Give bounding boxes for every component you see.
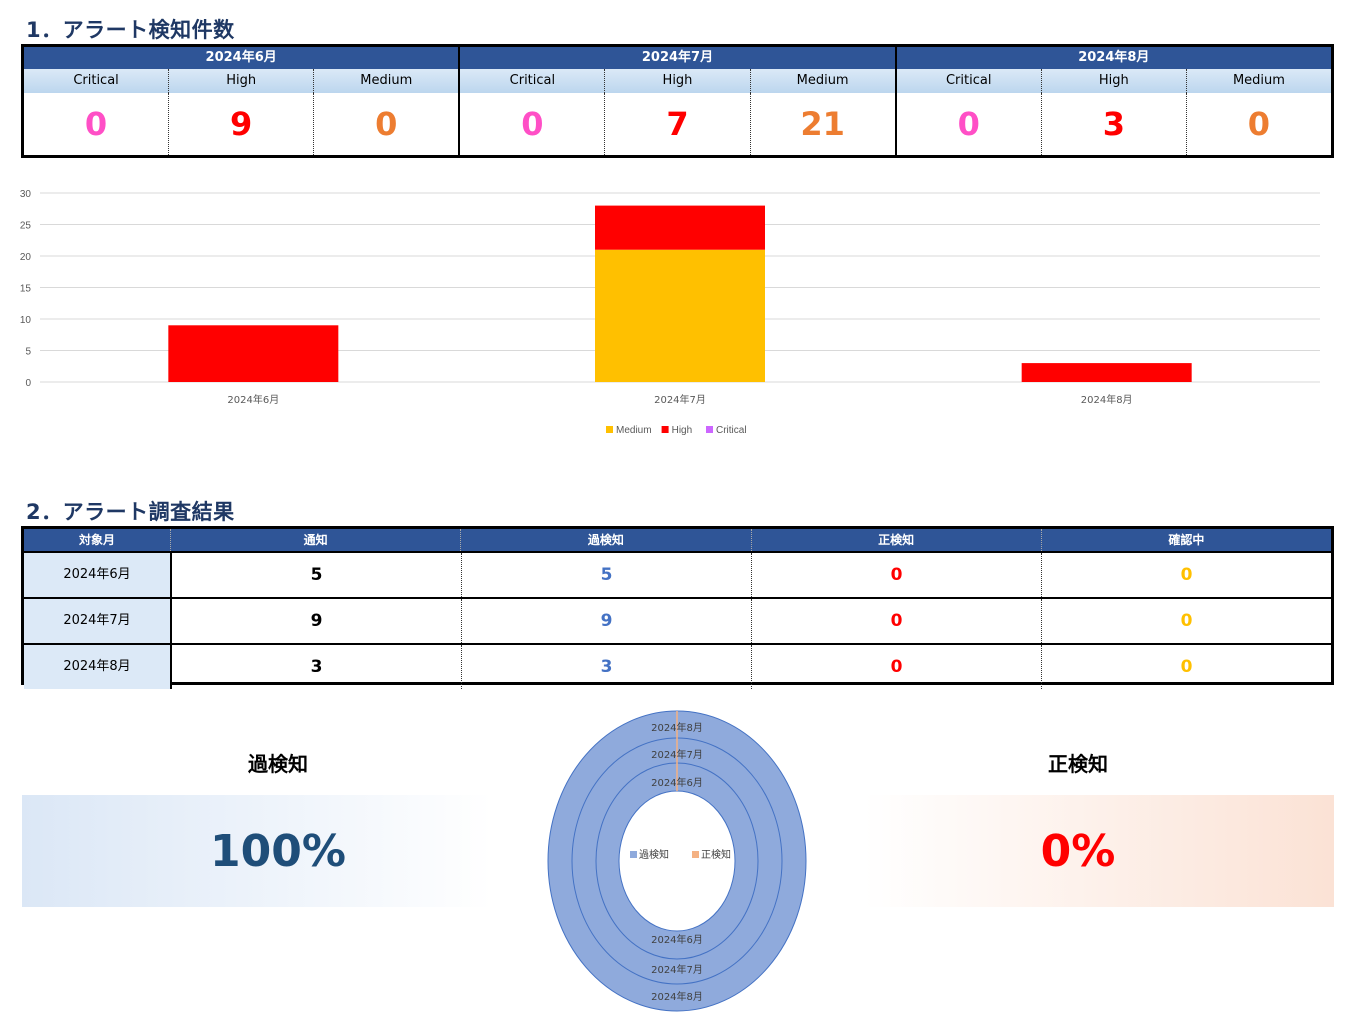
true-positive-kpi-value: 0% bbox=[1040, 826, 1116, 877]
true-positive-count: 0 bbox=[752, 645, 1042, 689]
false-positive-kpi-panel bbox=[22, 795, 492, 907]
false-positive-count: 9 bbox=[462, 599, 752, 643]
checking-count: 0 bbox=[1180, 565, 1193, 585]
y-tick-label: 10 bbox=[20, 315, 32, 326]
high-count: 3 bbox=[1042, 93, 1187, 155]
y-tick-label: 20 bbox=[20, 252, 32, 263]
legend-label: Critical bbox=[716, 425, 747, 436]
donut-ring-label: 2024年7月 bbox=[651, 963, 703, 976]
donut-ring-label: 2024年6月 bbox=[651, 776, 703, 789]
donut-ring-label: 2024年6月 bbox=[651, 933, 703, 946]
donut-ring-label: 2024年7月 bbox=[651, 748, 703, 761]
severity-header: Critical bbox=[24, 69, 170, 93]
x-tick-label: 2024年7月 bbox=[654, 393, 706, 406]
notify-count: 5 bbox=[172, 553, 462, 597]
notify-count: 9 bbox=[172, 599, 462, 643]
investigation-table: 対象月 通知 過検知 正検知 確認中 2024年6月 5 5 0 0 2024年… bbox=[21, 526, 1334, 689]
y-tick-label: 5 bbox=[25, 347, 31, 358]
investigation-header-row: 対象月 通知 過検知 正検知 確認中 bbox=[24, 529, 1331, 551]
month-header: 2024年7月 bbox=[460, 47, 897, 69]
false-positive-count: 3 bbox=[462, 645, 752, 689]
severity-header: Medium bbox=[750, 69, 897, 93]
section-title-alert-count: 1．アラート検知件数 bbox=[26, 18, 235, 42]
row-month: 2024年6月 bbox=[24, 553, 172, 597]
severity-header: Medium bbox=[1186, 69, 1331, 93]
high-count: 9 bbox=[169, 93, 315, 155]
medium-count: 21 bbox=[751, 93, 897, 155]
y-tick-label: 30 bbox=[20, 189, 32, 200]
alert-count-table: 2024年6月 2024年7月 2024年8月 Critical High Me… bbox=[21, 44, 1334, 158]
bar-high bbox=[168, 325, 339, 382]
alert-count-chart: 0 5 10 15 20 25 30 2024年6月 2024年7月 2024年8月 Medium H… bbox=[20, 189, 1320, 436]
header-checking: 確認中 bbox=[1041, 529, 1331, 551]
legend-swatch bbox=[661, 426, 669, 433]
investigation-donut-chart: 2024年8月 2024年7月 2024年6月 2024年6月 2024年7月 2024年… bbox=[547, 710, 807, 1012]
y-tick-label: 25 bbox=[20, 221, 32, 232]
critical-count: 0 bbox=[897, 93, 1042, 155]
legend-swatch bbox=[706, 426, 713, 433]
severity-header: High bbox=[605, 69, 751, 93]
table-row: 2024年6月 5 5 0 0 bbox=[24, 551, 1331, 597]
true-positive-kpi-panel bbox=[864, 795, 1334, 907]
checking-count: 0 bbox=[1180, 611, 1193, 631]
donut-hole bbox=[618, 790, 736, 932]
severity-header: Medium bbox=[314, 69, 461, 93]
true-positive-count: 0 bbox=[752, 599, 1042, 643]
row-month: 2024年8月 bbox=[24, 645, 172, 689]
severity-header: Critical bbox=[896, 69, 1042, 93]
false-positive-count: 5 bbox=[462, 553, 752, 597]
legend-swatch bbox=[606, 426, 613, 433]
header-notify: 通知 bbox=[171, 529, 462, 551]
table-row: 2024年7月 9 9 0 0 bbox=[24, 597, 1331, 643]
header-target-month: 対象月 bbox=[24, 529, 171, 551]
section-title-investigation: 2．アラート調査結果 bbox=[26, 500, 235, 524]
false-positive-kpi-value: 100% bbox=[210, 826, 346, 877]
legend-label: 正検知 bbox=[701, 848, 731, 861]
header-true-positive: 正検知 bbox=[751, 529, 1042, 551]
legend-swatch bbox=[630, 851, 637, 858]
bar-medium bbox=[595, 249, 765, 382]
critical-count: 0 bbox=[24, 93, 170, 155]
medium-count: 0 bbox=[1247, 105, 1271, 143]
donut-ring-label: 2024年8月 bbox=[651, 990, 703, 1003]
y-tick-label: 0 bbox=[25, 378, 31, 389]
count-value-row: 0 9 0 0 7 21 0 3 0 bbox=[24, 93, 1331, 155]
false-positive-kpi-label: 過検知 bbox=[248, 752, 308, 776]
severity-header: High bbox=[1041, 69, 1187, 93]
x-tick-label: 2024年6月 bbox=[227, 393, 279, 406]
legend-label: Medium bbox=[616, 425, 652, 436]
table-row: 2024年8月 3 3 0 0 bbox=[24, 643, 1331, 689]
legend-label: High bbox=[672, 425, 693, 436]
severity-header-row: Critical High Medium Critical High Mediu… bbox=[24, 69, 1331, 93]
month-header-row: 2024年6月 2024年7月 2024年8月 bbox=[24, 47, 1331, 69]
bar-high bbox=[595, 205, 765, 250]
legend-swatch bbox=[692, 851, 699, 858]
legend-label: 過検知 bbox=[639, 848, 669, 861]
x-tick-label: 2024年8月 bbox=[1081, 393, 1133, 406]
critical-count: 0 bbox=[460, 93, 606, 155]
severity-header: Critical bbox=[460, 69, 606, 93]
severity-header: High bbox=[169, 69, 315, 93]
true-positive-count: 0 bbox=[752, 553, 1042, 597]
medium-count: 0 bbox=[314, 93, 461, 155]
notify-count: 3 bbox=[172, 645, 462, 689]
y-tick-label: 15 bbox=[20, 284, 32, 295]
high-count: 7 bbox=[605, 93, 751, 155]
bar-high bbox=[1021, 363, 1192, 382]
header-false-positive: 過検知 bbox=[461, 529, 752, 551]
checking-count: 0 bbox=[1180, 657, 1193, 677]
month-header: 2024年8月 bbox=[896, 47, 1331, 69]
row-month: 2024年7月 bbox=[24, 599, 172, 643]
donut-ring-label: 2024年8月 bbox=[651, 721, 703, 734]
month-header: 2024年6月 bbox=[24, 47, 461, 69]
true-positive-kpi-label: 正検知 bbox=[1048, 752, 1108, 776]
